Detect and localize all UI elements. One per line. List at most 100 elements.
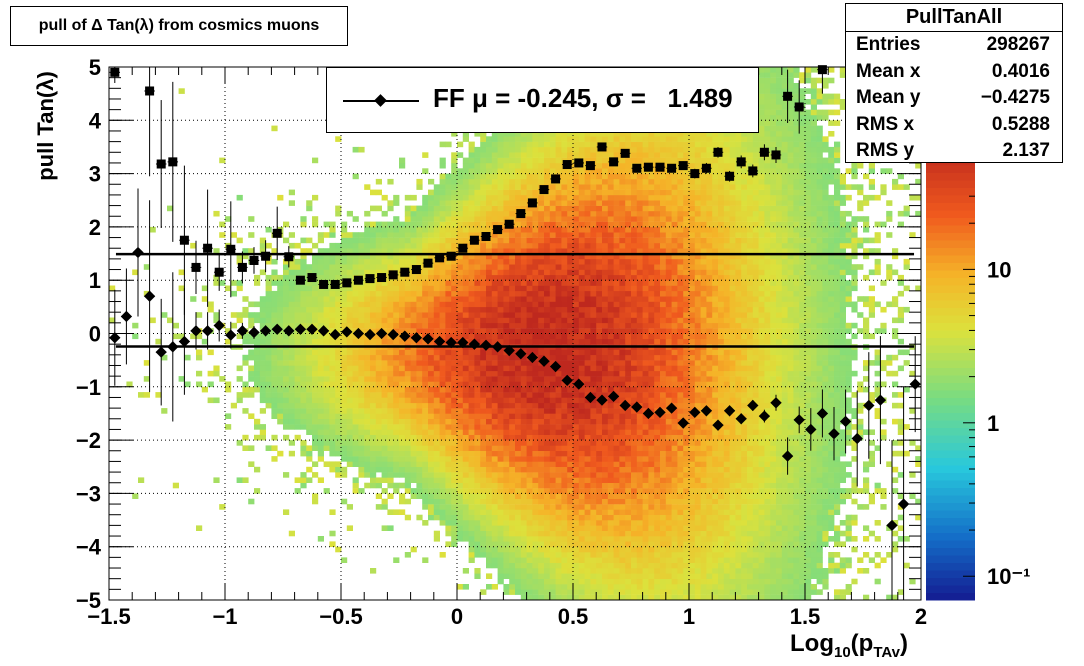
heat-cell bbox=[381, 402, 388, 409]
heat-cell bbox=[607, 312, 614, 318]
heat-cell bbox=[491, 328, 498, 334]
heat-cell bbox=[555, 248, 562, 254]
heat-cell bbox=[607, 285, 614, 292]
heat-cell bbox=[271, 306, 278, 313]
heat-cell bbox=[428, 482, 435, 489]
heat-cell bbox=[358, 290, 365, 297]
heat-cell bbox=[538, 557, 545, 563]
heat-cell bbox=[445, 365, 452, 372]
heat-cell bbox=[312, 280, 319, 286]
heat-cell bbox=[590, 573, 597, 579]
heat-cell bbox=[312, 472, 319, 478]
heat-cell bbox=[486, 157, 493, 164]
heat-cell bbox=[520, 440, 527, 446]
heat-cell bbox=[613, 333, 620, 340]
heat-cell bbox=[607, 269, 614, 276]
heat-cell bbox=[352, 386, 359, 393]
heat-cell bbox=[335, 413, 342, 419]
heat-cell bbox=[277, 338, 284, 345]
heat-cell bbox=[491, 253, 498, 260]
heat-cell bbox=[486, 429, 493, 435]
heat-cell bbox=[486, 477, 493, 483]
heat-cell bbox=[283, 354, 290, 361]
heat-cell bbox=[491, 418, 498, 425]
heat-cell bbox=[567, 429, 574, 435]
heat-cell bbox=[520, 141, 527, 148]
heat-cell bbox=[636, 408, 643, 414]
heat-cell bbox=[578, 312, 585, 318]
heat-cell bbox=[636, 466, 643, 473]
heat-cell bbox=[381, 290, 388, 297]
heat-cell bbox=[636, 317, 643, 324]
heat-cell bbox=[503, 568, 510, 574]
heat-cell bbox=[567, 552, 574, 558]
heat-cell bbox=[462, 210, 469, 217]
heat-cell bbox=[503, 274, 510, 281]
heat-cell bbox=[590, 370, 597, 377]
heat-cell bbox=[474, 408, 481, 414]
heat-cell bbox=[486, 530, 493, 537]
heat-cell bbox=[520, 173, 527, 180]
heat-cell bbox=[515, 360, 522, 366]
heat-cell bbox=[352, 349, 359, 356]
heat-cell bbox=[399, 253, 406, 260]
heat-cell bbox=[288, 392, 295, 398]
heat-cell bbox=[370, 290, 377, 297]
heat-cell bbox=[596, 157, 603, 164]
heat-cell bbox=[578, 306, 585, 313]
heat-cell bbox=[602, 424, 609, 430]
heat-cell bbox=[352, 242, 359, 249]
heat-cell bbox=[584, 370, 591, 377]
heat-cell bbox=[445, 456, 452, 462]
heat-cell bbox=[631, 136, 638, 142]
heat-cell bbox=[451, 290, 458, 297]
heat-cell bbox=[375, 178, 382, 185]
heat-cell bbox=[578, 226, 585, 233]
heat-cell bbox=[619, 429, 626, 435]
heat-cell bbox=[474, 285, 481, 292]
heat-cell bbox=[532, 552, 539, 558]
heat-cell bbox=[381, 504, 388, 510]
heat-cell bbox=[468, 349, 475, 356]
heat-cell bbox=[364, 237, 371, 244]
heat-cell bbox=[596, 440, 603, 446]
heat-cell bbox=[445, 445, 452, 451]
heat-cell bbox=[602, 232, 609, 238]
heat-cell bbox=[462, 525, 469, 531]
heat-cell bbox=[439, 333, 446, 340]
heat-cell bbox=[393, 264, 400, 270]
heat-cell bbox=[375, 205, 382, 212]
heat-cell bbox=[375, 477, 382, 483]
heat-cell bbox=[561, 328, 568, 334]
heat-cell bbox=[254, 338, 261, 345]
heat-cell bbox=[346, 210, 353, 217]
heat-cell bbox=[312, 418, 319, 425]
heat-cell bbox=[428, 418, 435, 425]
heat-cell bbox=[329, 445, 336, 451]
heat-cell bbox=[520, 578, 527, 585]
heat-cell bbox=[625, 360, 632, 366]
heat-cell bbox=[428, 178, 435, 185]
heat-cell bbox=[602, 136, 609, 142]
heat-cell bbox=[584, 285, 591, 292]
heat-cell bbox=[439, 248, 446, 254]
heat-cell bbox=[642, 536, 649, 542]
heat-cell bbox=[636, 376, 643, 382]
heat-cell bbox=[602, 173, 609, 180]
heat-cell bbox=[636, 504, 643, 510]
heat-cell bbox=[549, 216, 556, 222]
heat-cell bbox=[288, 424, 295, 430]
heat-cell bbox=[636, 520, 643, 526]
heat-cell bbox=[538, 536, 545, 542]
heat-cell bbox=[642, 157, 649, 164]
heat-cell bbox=[555, 429, 562, 435]
heat-cell bbox=[317, 456, 324, 462]
heat-cell bbox=[468, 381, 475, 388]
heat-cell bbox=[451, 168, 458, 174]
heat-cell bbox=[567, 557, 574, 563]
heat-cell bbox=[636, 418, 643, 425]
heat-cell bbox=[457, 386, 464, 393]
heat-cell bbox=[491, 354, 498, 361]
heat-cell bbox=[619, 461, 626, 467]
heat-cell bbox=[196, 525, 203, 531]
